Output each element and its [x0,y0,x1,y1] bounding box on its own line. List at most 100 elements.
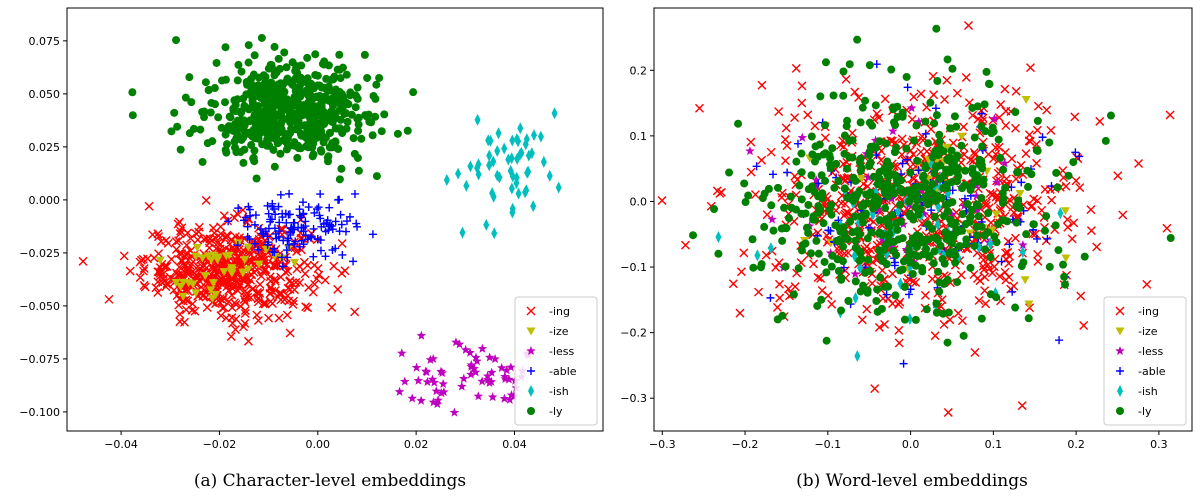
points-layer [657,21,1175,418]
data-point [264,313,274,323]
data-point [224,217,233,226]
data-point [970,347,980,357]
data-point [936,161,945,170]
data-point [981,245,990,254]
data-point [767,201,776,210]
data-point [416,330,427,340]
data-point [509,170,516,183]
data-point [773,315,782,324]
data-point [270,285,280,295]
y-tick-label: −0.025 [19,247,60,260]
data-point [820,257,829,266]
data-point [276,289,286,299]
legend-marker [1115,346,1125,356]
data-point [885,222,894,231]
data-point [810,215,819,224]
data-point [494,145,501,158]
data-point [952,154,961,163]
data-point [400,376,410,386]
data-point [224,251,234,260]
data-point [128,88,137,97]
data-point [234,245,244,255]
data-point [1042,105,1052,115]
data-point [870,135,881,145]
data-point [322,218,331,227]
x-tick-label: −0.04 [104,438,138,451]
data-point [244,41,253,50]
data-point [867,228,876,237]
data-point [728,279,738,289]
data-point [789,290,798,299]
data-point [870,384,880,394]
data-point [490,354,500,364]
data-point [766,147,776,157]
data-point [948,198,957,207]
data-point [213,253,223,262]
data-point [306,119,315,128]
data-point [883,157,892,166]
data-point [948,138,958,148]
legend: -ing -ize -less -able -ish -ly [514,296,598,426]
data-point [546,169,553,182]
data-point [193,272,203,282]
data-point [880,245,889,254]
data-point [797,195,806,204]
data-point [192,243,202,252]
data-point [890,237,899,246]
data-point [1033,146,1042,155]
data-point [894,338,904,348]
data-point [466,361,477,371]
data-point [772,302,782,312]
data-point [853,35,862,44]
data-point [792,157,801,166]
data-point [178,292,188,301]
data-point [902,144,911,153]
data-point [876,273,885,282]
data-point [874,229,883,238]
data-point [999,194,1008,203]
data-point [875,137,884,146]
data-point [957,316,967,326]
data-point [837,306,846,315]
data-point [746,167,756,177]
data-point [316,146,325,155]
data-point [308,287,318,297]
data-point [943,408,953,418]
data-point [810,188,819,197]
data-point [832,159,841,168]
data-point [767,214,777,224]
data-point [249,154,258,163]
data-point [224,297,234,307]
data-point [263,130,272,139]
data-point [930,149,939,158]
data-point [1019,246,1026,259]
data-point [1015,189,1025,198]
data-point [303,74,312,83]
data-point [254,245,263,254]
data-point [1166,233,1175,242]
data-point [228,318,238,328]
data-point [757,80,767,90]
data-point [1067,234,1077,244]
data-point [774,107,784,117]
data-point [1004,272,1014,282]
data-point [263,201,272,210]
data-point [919,209,929,219]
legend-box [1103,296,1187,426]
data-point [1047,195,1057,205]
data-point [247,270,257,280]
data-point [992,293,1001,302]
data-point [201,78,210,87]
data-point [282,63,291,72]
data-point [1018,240,1028,250]
data-point [139,263,149,273]
data-point [715,231,722,244]
data-point [867,278,877,288]
data-point [884,230,893,239]
data-point [491,227,498,240]
data-point [958,184,967,193]
data-point [342,70,351,79]
data-point [454,339,465,349]
data-point [475,168,482,181]
data-point [906,103,917,113]
